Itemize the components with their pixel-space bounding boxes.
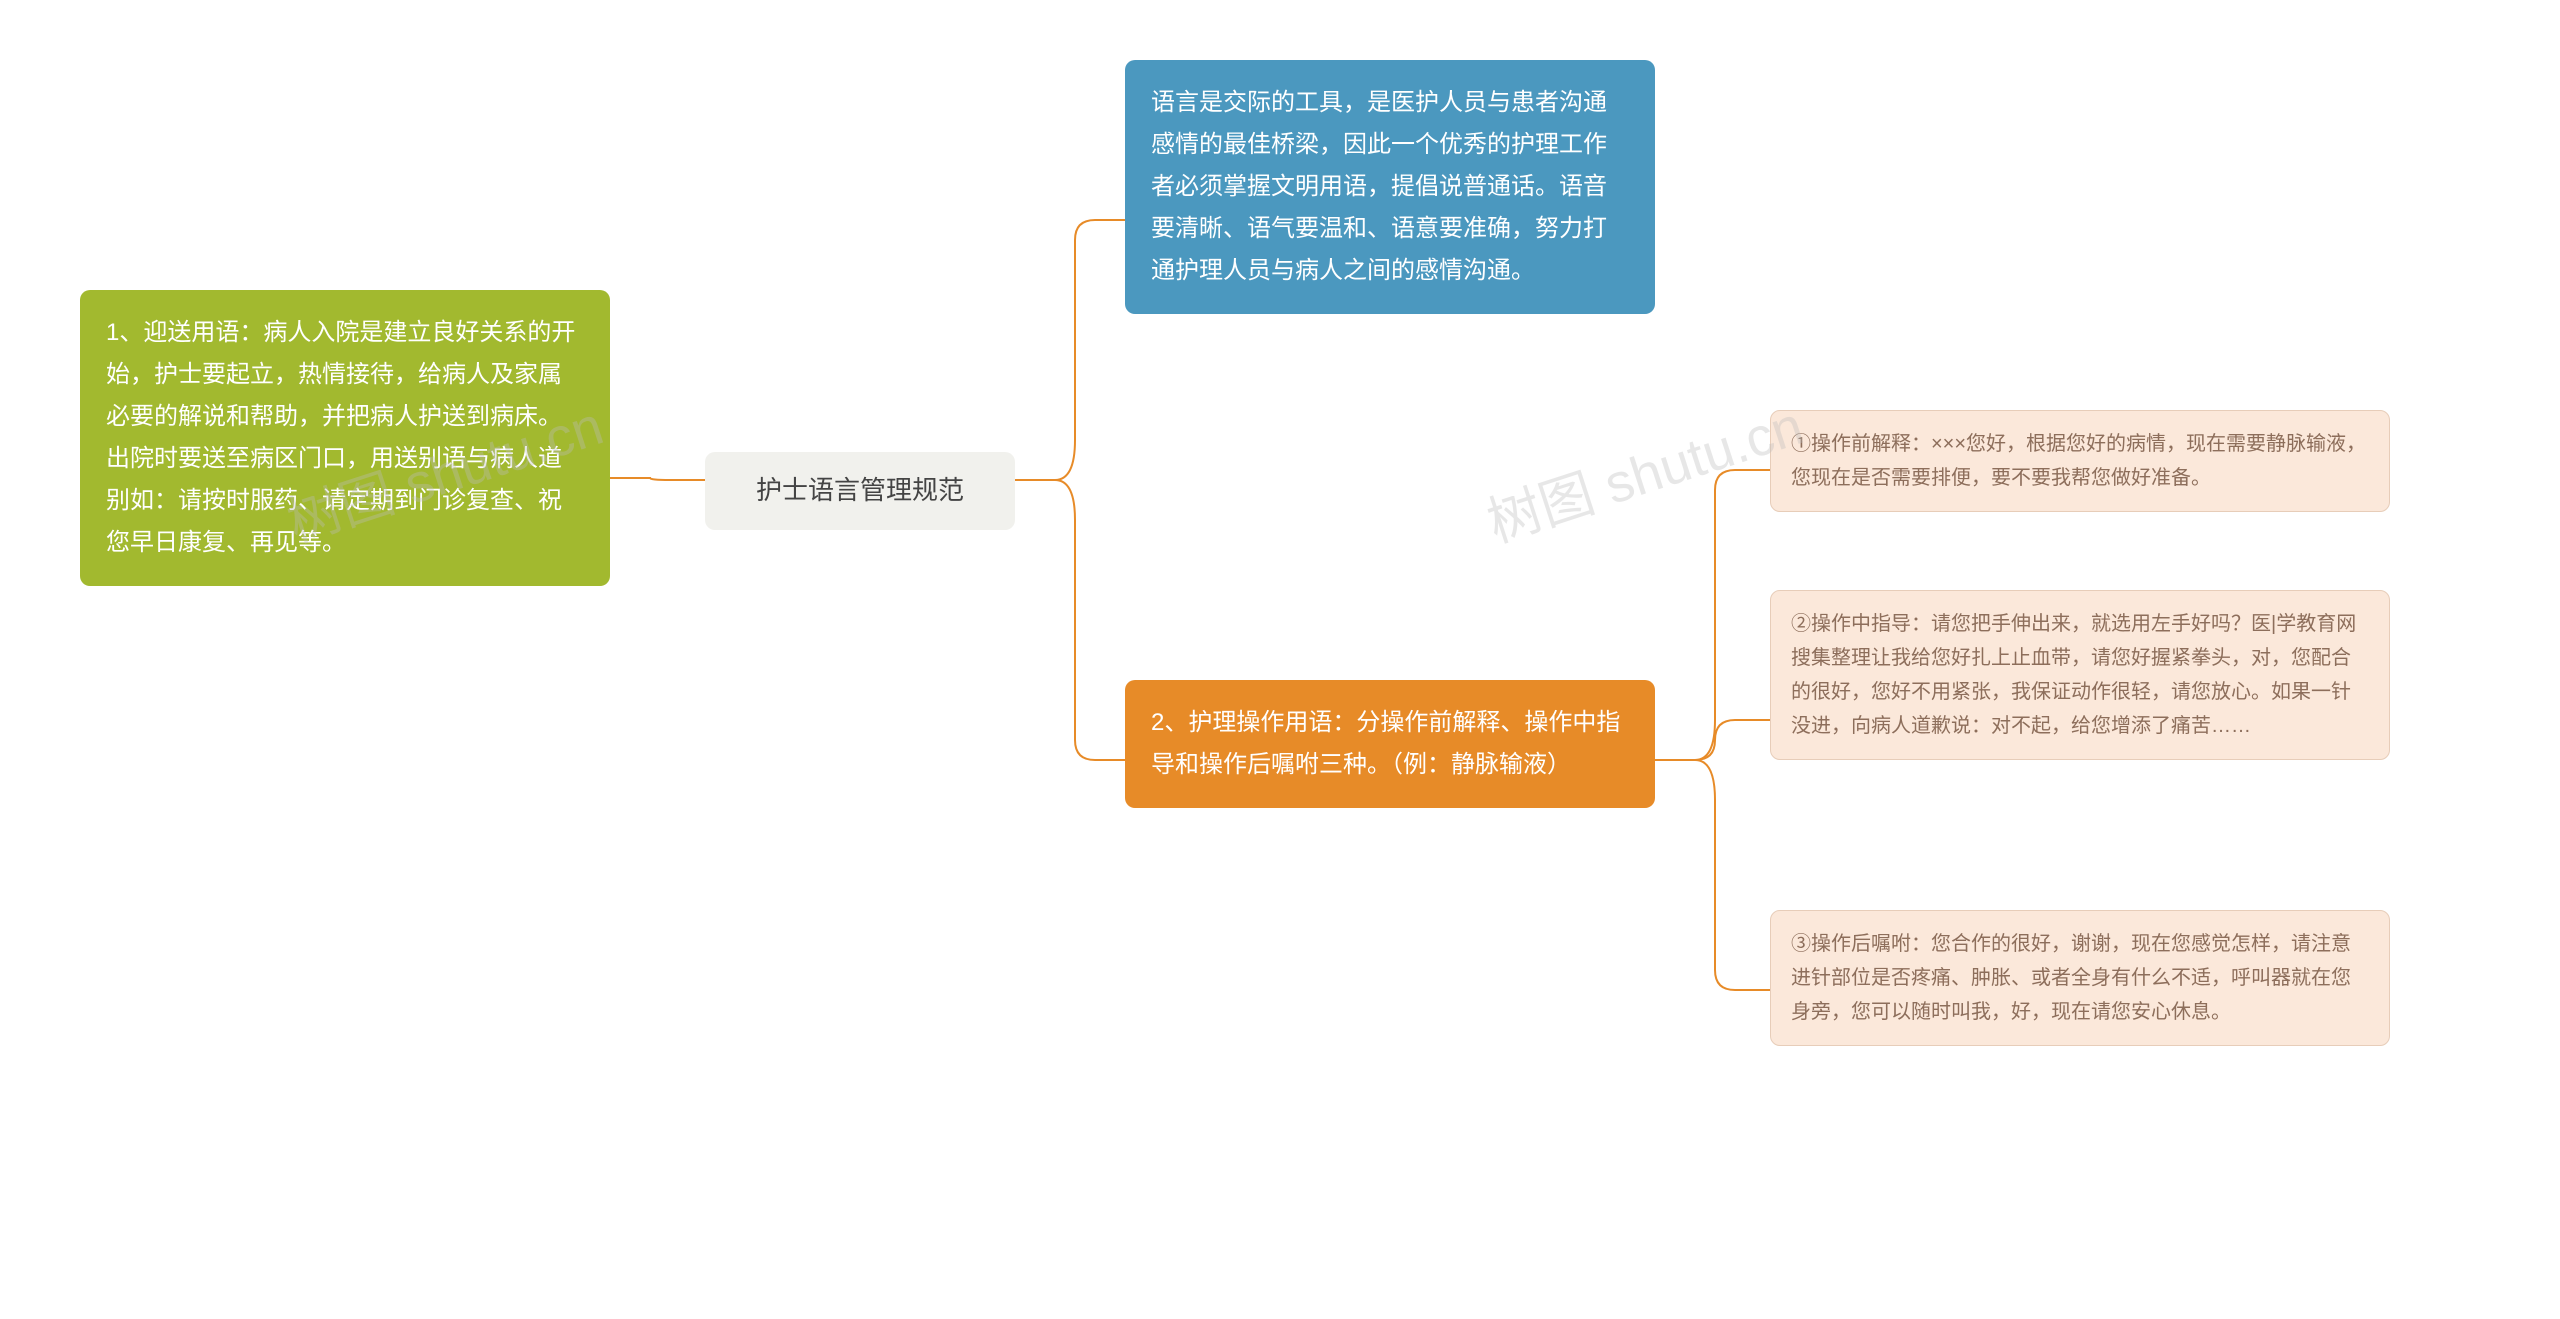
leaf-after-instruct: ③操作后嘱咐：您合作的很好，谢谢，现在您感觉怎样，请注意进针部位是否疼痛、肿胀、… [1770, 910, 2390, 1046]
leaf-before-explain: ①操作前解释：×××您好，根据您好的病情，现在需要静脉输液，您现在是否需要排便，… [1770, 410, 2390, 512]
node-intro: 语言是交际的工具，是医护人员与患者沟通感情的最佳桥梁，因此一个优秀的护理工作者必… [1125, 60, 1655, 314]
watermark: 树图 shutu.cn [1476, 381, 1812, 557]
node-text: 护士语言管理规范 [756, 475, 964, 505]
node-text: ③操作后嘱咐：您合作的很好，谢谢，现在您感觉怎样，请注意进针部位是否疼痛、肿胀、… [1791, 933, 2351, 1023]
leaf-during-guide: ②操作中指导：请您把手伸出来，就选用左手好吗？医|学教育网搜集整理让我给您好扎上… [1770, 590, 2390, 760]
node-operation-language: 2、护理操作用语：分操作前解释、操作中指导和操作后嘱咐三种。（例：静脉输液） [1125, 680, 1655, 808]
node-root: 护士语言管理规范 [705, 452, 1015, 530]
node-text: ①操作前解释：×××您好，根据您好的病情，现在需要静脉输液，您现在是否需要排便，… [1791, 433, 2366, 489]
node-text: 1、迎送用语：病人入院是建立良好关系的开始，护士要起立，热情接待，给病人及家属必… [106, 319, 575, 556]
node-welcome-language: 1、迎送用语：病人入院是建立良好关系的开始，护士要起立，热情接待，给病人及家属必… [80, 290, 610, 586]
node-text: ②操作中指导：请您把手伸出来，就选用左手好吗？医|学教育网搜集整理让我给您好扎上… [1791, 613, 2356, 737]
node-text: 语言是交际的工具，是医护人员与患者沟通感情的最佳桥梁，因此一个优秀的护理工作者必… [1151, 89, 1607, 284]
node-text: 2、护理操作用语：分操作前解释、操作中指导和操作后嘱咐三种。（例：静脉输液） [1151, 709, 1620, 778]
